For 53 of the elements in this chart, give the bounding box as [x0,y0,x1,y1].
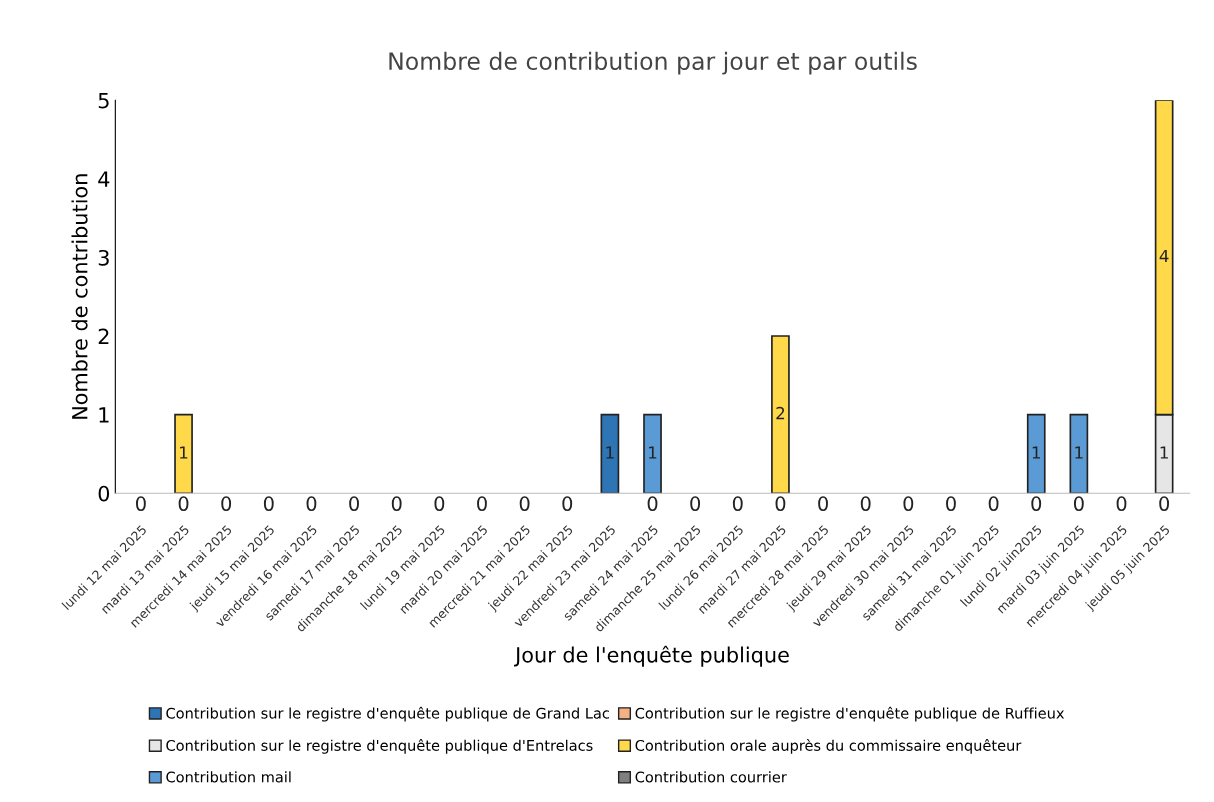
data-label: 0 [136,496,146,512]
annotation: 0 [1031,496,1042,512]
data-label: 0 [946,496,956,512]
legend-label: Contribution courrier [635,771,787,783]
data-label: 0 [988,496,999,512]
bar [643,413,662,494]
data-label: 0 [477,496,487,512]
y-tick-label: 4 [98,171,110,187]
data-label: 0 [434,496,445,512]
data-label: 0 [903,496,914,512]
y-tick-label: 2 [98,328,109,344]
bar [174,413,193,494]
data-label: 2 [776,406,785,420]
data-label: 0 [732,496,743,512]
annotation: 0 [775,496,786,512]
legend-label: Contribution sur le registre d'enquête publique d'Entrelacs [166,739,593,754]
annotation: 0 [1159,496,1170,512]
data-label: 1 [180,446,188,459]
data-label: 1 [1075,446,1083,459]
x-axis-title: Jour de l'enquête publique [514,645,789,667]
data-label: 0 [818,496,828,512]
data-label: 4 [1159,249,1169,263]
data-label: 0 [263,496,274,512]
data-label: 0 [1116,496,1127,512]
data-label: 1 [1032,446,1040,459]
data-label: 0 [562,496,573,512]
annotation: 0 [647,496,658,512]
bar [771,335,790,494]
legend-label: Contribution mail [166,771,291,783]
data-label: 1 [649,446,657,459]
data-label: 0 [690,496,701,512]
data-label: 0 [391,496,402,512]
annotation: 0 [178,496,189,512]
y-axis-title: Nombre de contribution [71,174,88,419]
legend-label: Contribution orale auprès du commissaire enquêteur [635,739,1022,754]
chart-title: Nombre de contribution par jour et par outils [389,51,917,75]
annotation: 0 [1073,496,1084,512]
y-tick-label: 3 [98,249,109,266]
y-tick-label: 0 [98,485,110,502]
data-label: 0 [221,496,232,512]
bar [600,413,620,494]
data-label: 1 [1160,446,1168,459]
bar [1069,413,1089,494]
data-label: 0 [519,496,530,512]
data-label: 1 [606,446,614,459]
data-label: 0 [860,496,871,512]
legend-label: Contribution sur le registre d'enquête publique de Grand Lac [166,706,609,722]
y-tick-label: 5 [98,92,109,109]
y-tick-label: 1 [99,407,109,423]
data-label: 0 [349,496,359,512]
legend-label: Contribution sur le registre d'enquête publique de Ruffieux [635,706,1065,722]
bar [1026,413,1046,494]
data-label: 0 [306,496,317,512]
